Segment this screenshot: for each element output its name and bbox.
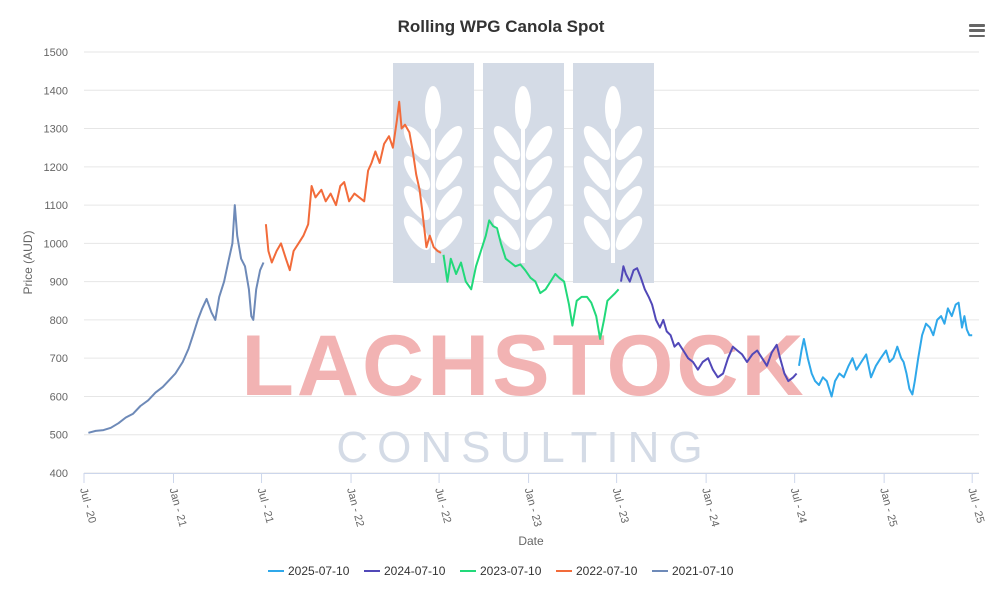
x-tick-label: Jan - 25 [877,487,899,529]
chart-title: Rolling WPG Canola Spot [398,17,605,36]
x-tick-label: Jul - 21 [255,487,276,525]
watermark-title: LACHSTOCK [241,318,806,414]
y-tick-label: 900 [50,277,68,289]
y-axis-title: Price (AUD) [21,230,35,294]
legend-item-label: 2022-07-10 [576,564,638,578]
y-tick-label: 1100 [44,200,68,212]
y-tick-label: 1200 [44,162,68,174]
x-tick-label: Jan - 22 [344,487,366,529]
x-tick-label: Jan - 21 [167,487,189,529]
series-line-2025-07-10 [798,301,973,398]
series-line-2022-07-10 [264,100,442,272]
x-tick-label: Jul - 24 [788,487,809,525]
watermark-wheat-panel [393,63,474,283]
watermark-wheat-panel [483,63,564,283]
y-tick-label: 700 [50,353,68,365]
watermark-subtitle: CONSULTING [336,423,711,472]
x-tick-label: Jul - 20 [77,487,98,525]
x-tick-label: Jul - 22 [432,487,453,525]
legend-item-label: 2021-07-10 [672,564,734,578]
legend-item-label: 2024-07-10 [384,564,446,578]
series-line-2024-07-10 [620,265,798,383]
legend-item-label: 2023-07-10 [480,564,542,578]
series-line-2021-07-10 [88,204,265,434]
y-tick-label: 1500 [44,47,68,59]
y-tick-label: 800 [50,315,68,327]
series-line-2023-07-10 [442,219,620,340]
y-tick-label: 400 [50,468,68,480]
y-tick-label: 1300 [44,124,68,136]
legend-item-label: 2025-07-10 [288,564,350,578]
y-tick-label: 1000 [44,238,68,250]
x-axis-title: Date [518,534,544,548]
y-tick-label: 500 [50,430,68,442]
x-tick-label: Jul - 25 [965,487,986,525]
x-tick-label: Jan - 24 [699,487,721,529]
y-tick-label: 1400 [44,85,68,97]
x-tick-label: Jul - 23 [610,487,631,525]
x-tick-label: Jan - 23 [522,487,544,529]
hamburger-menu-icon[interactable] [969,24,985,38]
watermark-wheat-panel [573,63,654,283]
y-tick-label: 600 [50,391,68,403]
